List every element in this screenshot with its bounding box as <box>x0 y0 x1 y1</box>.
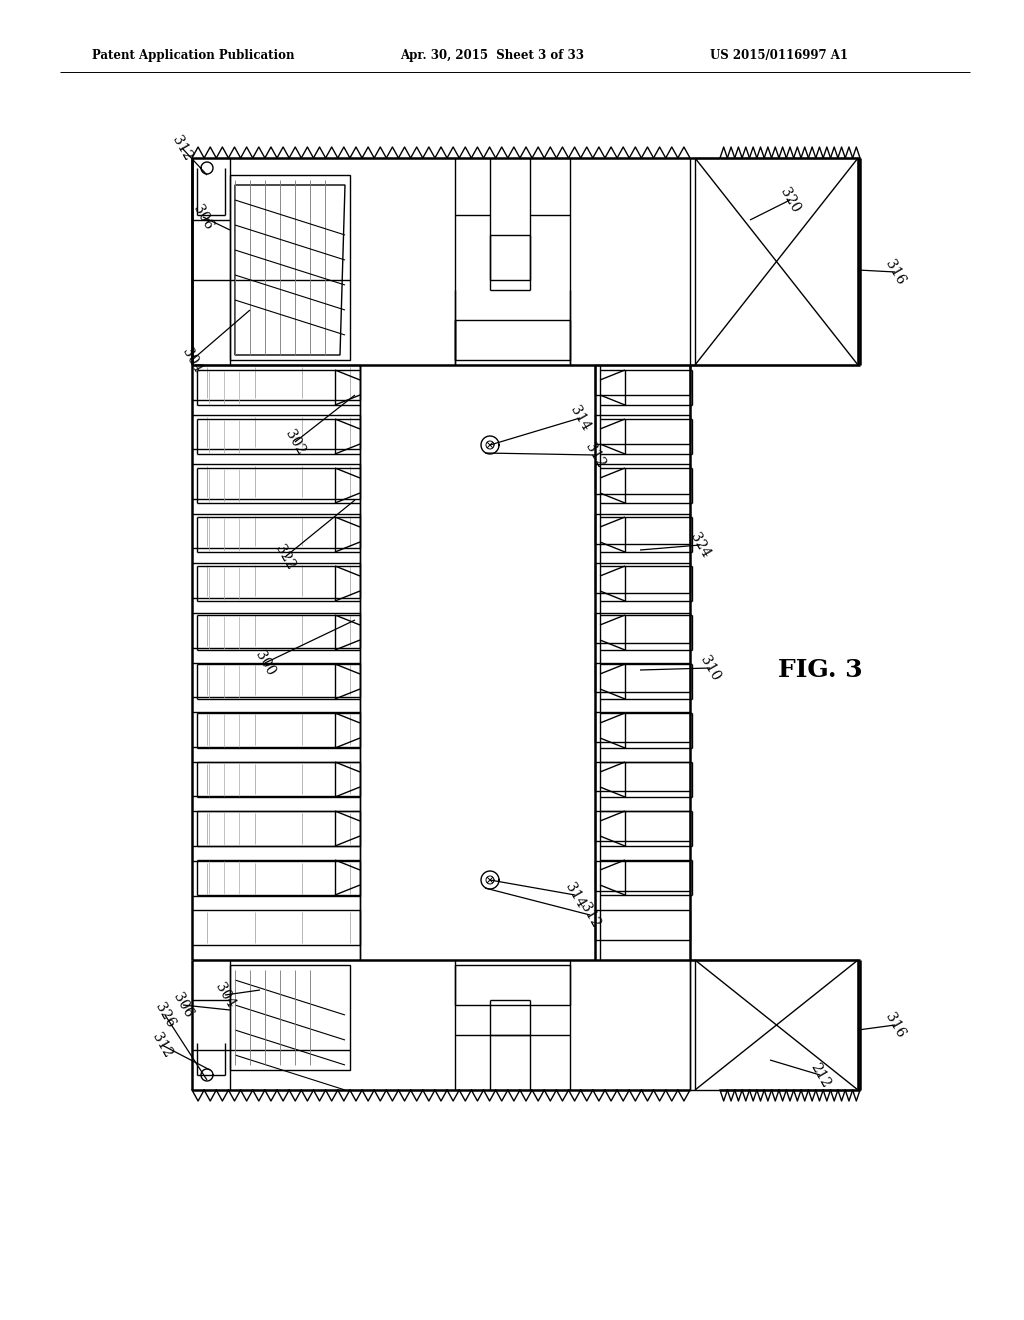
Text: 302: 302 <box>283 428 307 457</box>
Text: 324: 324 <box>687 531 713 560</box>
Text: 310: 310 <box>697 653 723 682</box>
Text: Apr. 30, 2015  Sheet 3 of 33: Apr. 30, 2015 Sheet 3 of 33 <box>400 49 584 62</box>
Text: 304: 304 <box>179 345 205 375</box>
Text: 316: 316 <box>883 1010 907 1040</box>
Text: 312: 312 <box>583 440 607 470</box>
Text: FIG. 3: FIG. 3 <box>777 657 862 682</box>
Text: 304: 304 <box>212 979 238 1010</box>
Text: 312: 312 <box>150 1030 175 1060</box>
Bar <box>455 319 570 360</box>
Text: 306: 306 <box>190 202 216 232</box>
Bar <box>455 965 570 1005</box>
Text: US 2015/0116997 A1: US 2015/0116997 A1 <box>710 49 848 62</box>
Text: 312: 312 <box>578 900 603 929</box>
Text: 316: 316 <box>883 257 907 286</box>
Text: 320: 320 <box>777 185 803 215</box>
Text: Patent Application Publication: Patent Application Publication <box>92 49 295 62</box>
Text: 314: 314 <box>567 403 593 433</box>
Text: 322: 322 <box>272 543 298 572</box>
Text: 314: 314 <box>562 880 588 909</box>
Text: 300: 300 <box>252 648 278 678</box>
Text: 312: 312 <box>169 133 195 162</box>
Text: 326: 326 <box>153 1001 177 1030</box>
Text: 212: 212 <box>807 1060 833 1090</box>
Text: 306: 306 <box>170 990 196 1020</box>
